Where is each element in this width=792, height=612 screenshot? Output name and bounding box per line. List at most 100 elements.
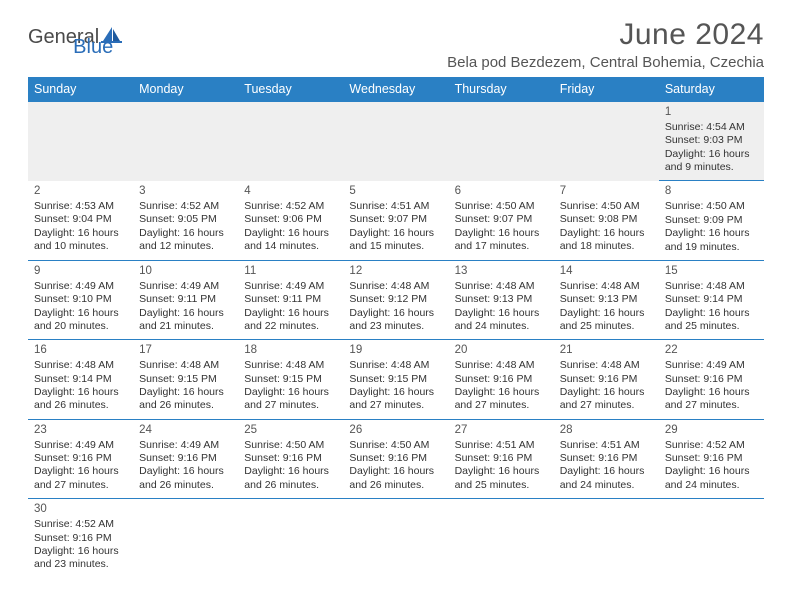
sunset-text: Sunset: 9:16 PM	[560, 452, 653, 465]
calendar-cell: 15Sunrise: 4:48 AMSunset: 9:14 PMDayligh…	[659, 260, 764, 339]
sunset-text: Sunset: 9:16 PM	[139, 452, 232, 465]
sunset-text: Sunset: 9:16 PM	[34, 532, 127, 545]
sunrise-text: Sunrise: 4:48 AM	[455, 280, 548, 293]
day-number: 22	[665, 343, 758, 359]
sunrise-text: Sunrise: 4:48 AM	[560, 359, 653, 372]
day-number: 30	[34, 502, 127, 518]
sunset-text: Sunset: 9:11 PM	[244, 293, 337, 306]
sunrise-text: Sunrise: 4:48 AM	[665, 280, 758, 293]
daylight-text: and 24 minutes.	[560, 479, 653, 492]
daylight-text: Daylight: 16 hours	[455, 227, 548, 240]
day-number: 11	[244, 264, 337, 280]
daylight-text: and 27 minutes.	[34, 479, 127, 492]
calendar-cell	[238, 499, 343, 578]
daylight-text: Daylight: 16 hours	[34, 386, 127, 399]
day-header: Wednesday	[343, 77, 448, 102]
daylight-text: and 9 minutes.	[665, 161, 758, 174]
daylight-text: Daylight: 16 hours	[665, 307, 758, 320]
daylight-text: Daylight: 16 hours	[349, 386, 442, 399]
calendar-cell: 5Sunrise: 4:51 AMSunset: 9:07 PMDaylight…	[343, 181, 448, 260]
daylight-text: Daylight: 16 hours	[665, 386, 758, 399]
sunset-text: Sunset: 9:16 PM	[560, 373, 653, 386]
daylight-text: Daylight: 16 hours	[139, 227, 232, 240]
daylight-text: and 24 minutes.	[665, 479, 758, 492]
calendar-week-row: 9Sunrise: 4:49 AMSunset: 9:10 PMDaylight…	[28, 260, 764, 339]
calendar-cell: 18Sunrise: 4:48 AMSunset: 9:15 PMDayligh…	[238, 340, 343, 419]
day-header: Saturday	[659, 77, 764, 102]
day-number: 7	[560, 184, 653, 200]
daylight-text: and 17 minutes.	[455, 240, 548, 253]
daylight-text: and 23 minutes.	[34, 558, 127, 571]
calendar-cell: 19Sunrise: 4:48 AMSunset: 9:15 PMDayligh…	[343, 340, 448, 419]
daylight-text: and 27 minutes.	[349, 399, 442, 412]
daylight-text: and 22 minutes.	[244, 320, 337, 333]
calendar-cell	[449, 499, 554, 578]
logo: General Blue	[28, 26, 163, 49]
daylight-text: Daylight: 16 hours	[139, 465, 232, 478]
day-number: 20	[455, 343, 548, 359]
calendar-cell: 20Sunrise: 4:48 AMSunset: 9:16 PMDayligh…	[449, 340, 554, 419]
day-number: 16	[34, 343, 127, 359]
daylight-text: and 21 minutes.	[139, 320, 232, 333]
daylight-text: and 27 minutes.	[455, 399, 548, 412]
day-number: 1	[665, 105, 758, 121]
calendar-week-row: 23Sunrise: 4:49 AMSunset: 9:16 PMDayligh…	[28, 419, 764, 498]
sunset-text: Sunset: 9:11 PM	[139, 293, 232, 306]
daylight-text: Daylight: 16 hours	[244, 465, 337, 478]
calendar-cell: 10Sunrise: 4:49 AMSunset: 9:11 PMDayligh…	[133, 260, 238, 339]
sunrise-text: Sunrise: 4:48 AM	[34, 359, 127, 372]
calendar-cell	[343, 102, 448, 181]
sunrise-text: Sunrise: 4:49 AM	[139, 439, 232, 452]
sunset-text: Sunset: 9:16 PM	[455, 452, 548, 465]
sunset-text: Sunset: 9:06 PM	[244, 213, 337, 226]
sunrise-text: Sunrise: 4:50 AM	[244, 439, 337, 452]
daylight-text: and 12 minutes.	[139, 240, 232, 253]
sunset-text: Sunset: 9:16 PM	[455, 373, 548, 386]
sunrise-text: Sunrise: 4:51 AM	[349, 200, 442, 213]
daylight-text: and 25 minutes.	[455, 479, 548, 492]
sunset-text: Sunset: 9:15 PM	[244, 373, 337, 386]
calendar-cell: 6Sunrise: 4:50 AMSunset: 9:07 PMDaylight…	[449, 181, 554, 260]
day-number: 21	[560, 343, 653, 359]
sunset-text: Sunset: 9:12 PM	[349, 293, 442, 306]
daylight-text: and 14 minutes.	[244, 240, 337, 253]
sunrise-text: Sunrise: 4:49 AM	[34, 280, 127, 293]
daylight-text: and 19 minutes.	[665, 241, 758, 254]
day-header: Tuesday	[238, 77, 343, 102]
sunset-text: Sunset: 9:13 PM	[455, 293, 548, 306]
sunrise-text: Sunrise: 4:48 AM	[455, 359, 548, 372]
sunrise-text: Sunrise: 4:48 AM	[349, 359, 442, 372]
daylight-text: Daylight: 16 hours	[560, 386, 653, 399]
daylight-text: Daylight: 16 hours	[349, 307, 442, 320]
sunset-text: Sunset: 9:14 PM	[665, 293, 758, 306]
calendar-cell	[343, 499, 448, 578]
daylight-text: and 20 minutes.	[34, 320, 127, 333]
calendar-cell: 7Sunrise: 4:50 AMSunset: 9:08 PMDaylight…	[554, 181, 659, 260]
calendar-cell	[554, 102, 659, 181]
daylight-text: Daylight: 16 hours	[244, 386, 337, 399]
calendar-page: General Blue June 2024 Bela pod Bezdezem…	[0, 0, 792, 578]
daylight-text: and 25 minutes.	[560, 320, 653, 333]
day-number: 24	[139, 423, 232, 439]
sunrise-text: Sunrise: 4:52 AM	[244, 200, 337, 213]
sunrise-text: Sunrise: 4:52 AM	[665, 439, 758, 452]
day-number: 13	[455, 264, 548, 280]
day-number: 29	[665, 423, 758, 439]
sunset-text: Sunset: 9:08 PM	[560, 213, 653, 226]
sunset-text: Sunset: 9:15 PM	[349, 373, 442, 386]
sunset-text: Sunset: 9:16 PM	[665, 373, 758, 386]
daylight-text: and 18 minutes.	[560, 240, 653, 253]
calendar-cell: 13Sunrise: 4:48 AMSunset: 9:13 PMDayligh…	[449, 260, 554, 339]
calendar-cell	[133, 102, 238, 181]
sunrise-text: Sunrise: 4:51 AM	[455, 439, 548, 452]
day-header: Monday	[133, 77, 238, 102]
calendar-cell: 26Sunrise: 4:50 AMSunset: 9:16 PMDayligh…	[343, 419, 448, 498]
daylight-text: Daylight: 16 hours	[34, 227, 127, 240]
sunrise-text: Sunrise: 4:51 AM	[560, 439, 653, 452]
daylight-text: and 26 minutes.	[139, 479, 232, 492]
sunrise-text: Sunrise: 4:48 AM	[139, 359, 232, 372]
calendar-cell: 16Sunrise: 4:48 AMSunset: 9:14 PMDayligh…	[28, 340, 133, 419]
daylight-text: Daylight: 16 hours	[349, 465, 442, 478]
sunset-text: Sunset: 9:16 PM	[244, 452, 337, 465]
daylight-text: and 25 minutes.	[665, 320, 758, 333]
